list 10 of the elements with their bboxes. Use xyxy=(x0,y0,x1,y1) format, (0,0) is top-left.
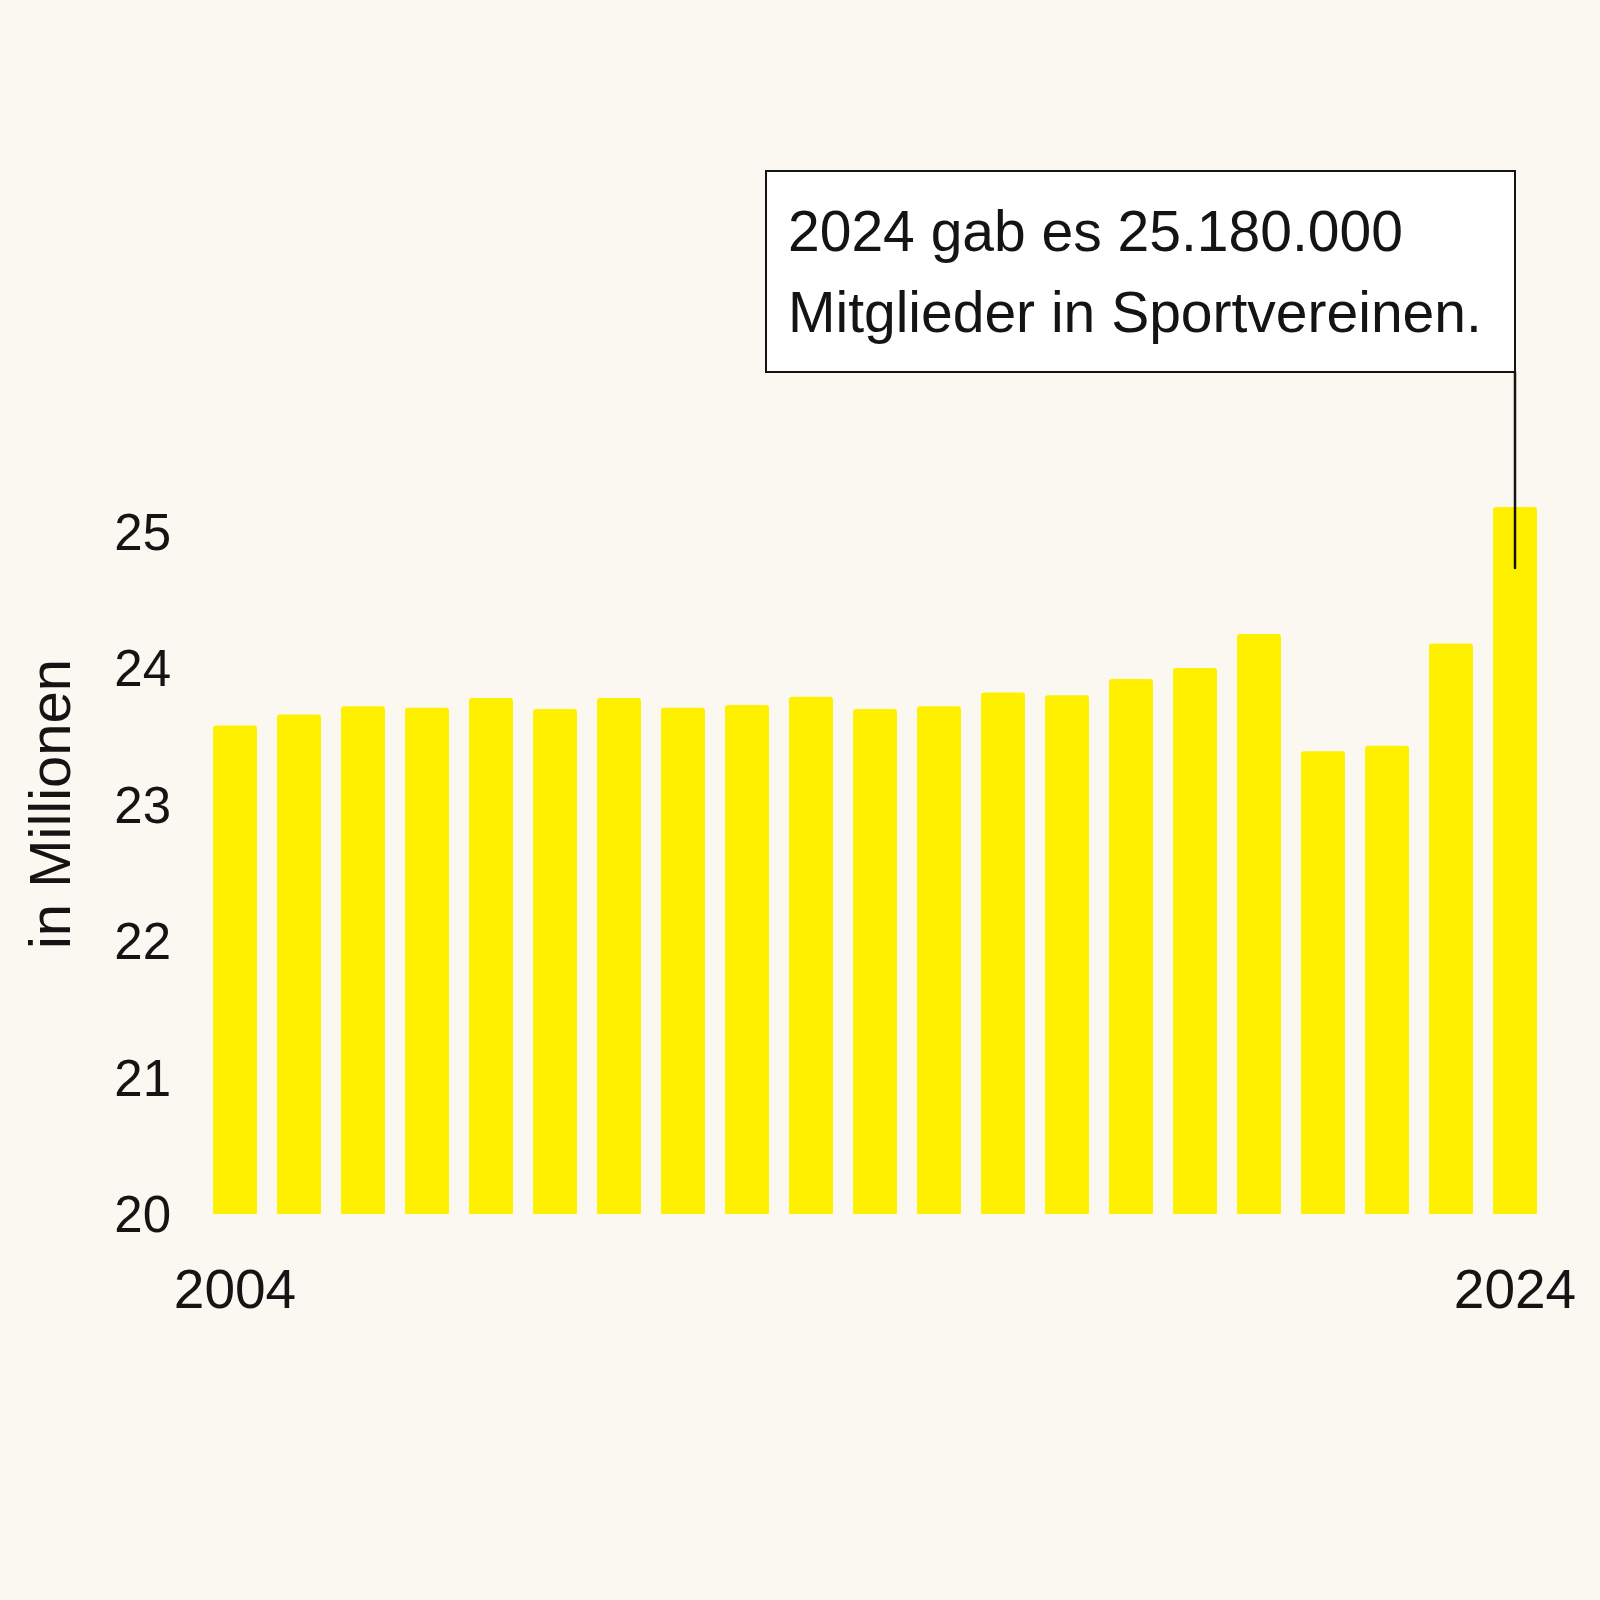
y-axis-title: in Millionen xyxy=(16,658,82,950)
x-tick-label: 2024 xyxy=(1453,1258,1577,1321)
y-tick-label: 22 xyxy=(114,913,171,971)
y-tick-label: 23 xyxy=(114,776,171,834)
x-tick-label: 2004 xyxy=(173,1258,297,1321)
y-tick-label: 24 xyxy=(114,640,171,698)
text: 2024 gab es 25.180.000 Mitglieder in Sportvereinen. xyxy=(788,198,1483,346)
y-tick-label: 20 xyxy=(114,1186,171,1244)
y-tick-label: 21 xyxy=(114,1049,171,1107)
y-tick-label: 25 xyxy=(114,503,171,561)
